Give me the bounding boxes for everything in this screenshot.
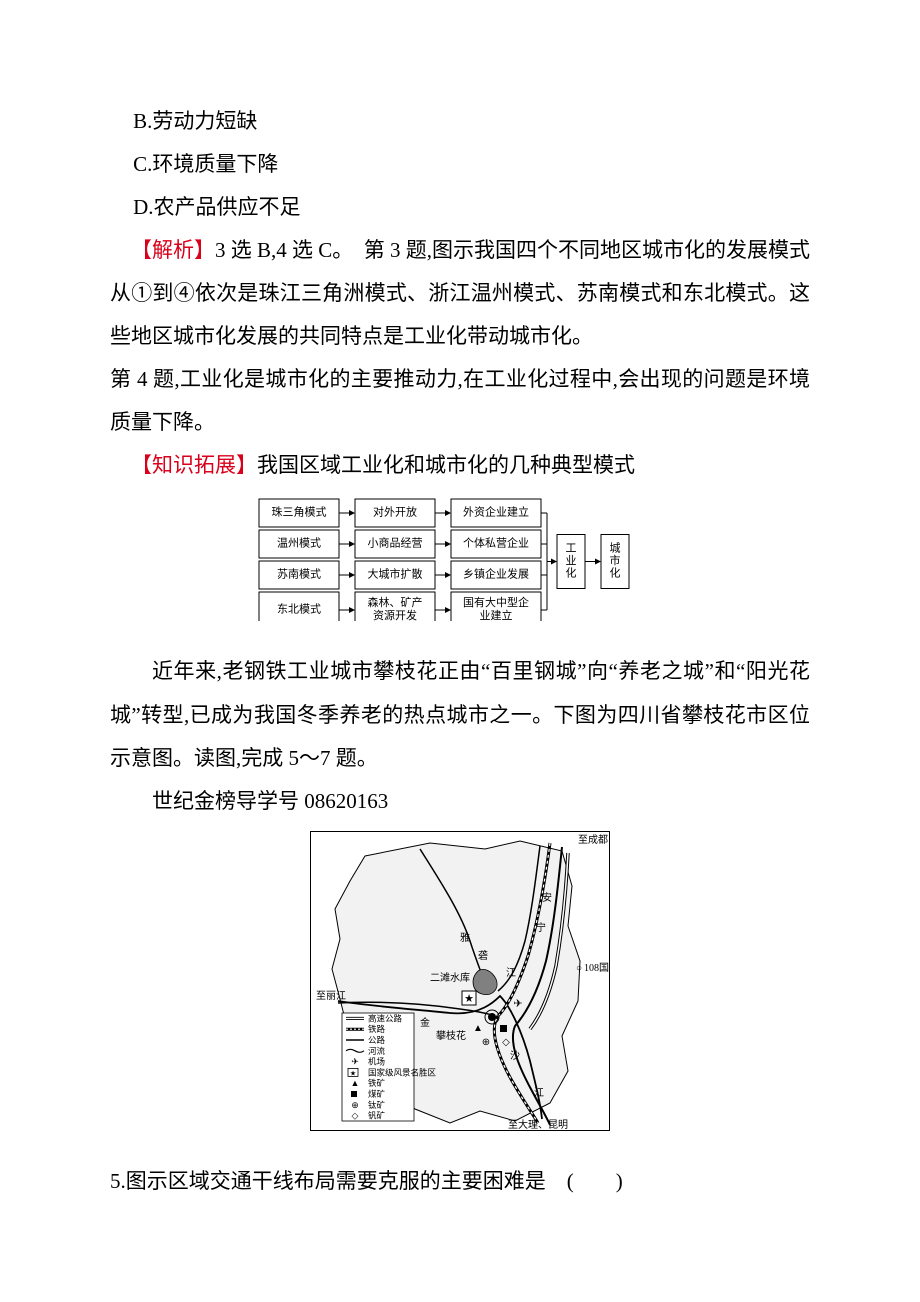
svg-text:◇: ◇ <box>502 1037 510 1048</box>
passage-1: 近年来,老钢铁工业城市攀枝花正由“百里钢城”向“养老之城”和“阳光花城”转型,已… <box>110 650 810 779</box>
svg-text:▲: ▲ <box>351 1078 360 1088</box>
knowledge-label: 【知识拓展】 <box>131 453 257 477</box>
svg-text:▲: ▲ <box>473 1023 483 1034</box>
option-c: C.环境质量下降 <box>110 143 810 186</box>
svg-text:高速公路: 高速公路 <box>368 1013 403 1023</box>
svg-text:钛矿: 钛矿 <box>368 1099 386 1109</box>
analysis-para-1: 【解析】3 选 B,4 选 C。 第 3 题,图示我国四个不同地区城市化的发展模… <box>110 229 810 358</box>
svg-text:工: 工 <box>566 543 577 555</box>
svg-text:东北模式: 东北模式 <box>277 603 321 616</box>
svg-text:铁路: 铁路 <box>368 1024 386 1034</box>
svg-text:化: 化 <box>610 566 621 580</box>
svg-text:二滩水库: 二滩水库 <box>430 971 470 984</box>
svg-text:至大理、昆明: 至大理、昆明 <box>508 1118 568 1131</box>
option-d: D.农产品供应不足 <box>110 186 810 229</box>
svg-text:森林、矿产: 森林、矿产 <box>368 596 423 610</box>
svg-text:煤矿: 煤矿 <box>368 1089 386 1099</box>
svg-text:外资企业建立: 外资企业建立 <box>463 505 529 519</box>
svg-text:⊕: ⊕ <box>482 1037 490 1048</box>
knowledge-line: 【知识拓展】我国区域工业化和城市化的几种典型模式 <box>110 444 810 487</box>
svg-text:业: 业 <box>566 554 577 567</box>
svg-text:★: ★ <box>464 993 474 1005</box>
svg-text:江: 江 <box>506 967 516 979</box>
svg-text:对外开放: 对外开放 <box>373 505 417 519</box>
svg-text:✈: ✈ <box>513 998 522 1010</box>
svg-text:铁矿: 铁矿 <box>368 1078 386 1088</box>
svg-text:沙: 沙 <box>510 1050 520 1062</box>
svg-text:化: 化 <box>566 566 577 580</box>
svg-text:攀枝花: 攀枝花 <box>436 1029 466 1042</box>
svg-text:个体私营企业: 个体私营企业 <box>463 536 529 550</box>
svg-text:温州模式: 温州模式 <box>277 537 321 550</box>
analysis-label: 【解析】 <box>131 238 215 262</box>
svg-text:苏南模式: 苏南模式 <box>277 568 321 581</box>
question-5: 5.图示区域交通干线布局需要克服的主要困难是 ( ) <box>110 1160 810 1203</box>
svg-text:乡镇企业发展: 乡镇企业发展 <box>463 567 529 581</box>
analysis-body-1: 3 选 B,4 选 C。 第 3 题,图示我国四个不同地区城市化的发展模式从①到… <box>110 238 810 348</box>
svg-text:雅: 雅 <box>460 931 470 944</box>
svg-text:宁: 宁 <box>536 921 546 934</box>
svg-text:安: 安 <box>542 891 552 904</box>
svg-text:市: 市 <box>610 553 621 567</box>
svg-text:钒矿: 钒矿 <box>368 1110 386 1120</box>
svg-text:国有大中型企: 国有大中型企 <box>463 596 529 610</box>
figure-1-flowchart: 珠三角模式 对外开放 外资企业建立温州模式 小商品经营 个体私营企业苏南模式 大城市扩散 乡… <box>110 495 810 636</box>
svg-text:○: ○ <box>576 963 582 974</box>
svg-text:河流: 河流 <box>368 1045 386 1055</box>
analysis-para-2: 第 4 题,工业化是城市化的主要推动力,在工业化过程中,会出现的问题是环境质量下… <box>110 358 810 444</box>
svg-text:国家级风景名胜区: 国家级风景名胜区 <box>368 1067 437 1077</box>
svg-text:★: ★ <box>350 1069 356 1077</box>
svg-text:至丽江: 至丽江 <box>316 990 346 1002</box>
svg-text:业建立: 业建立 <box>480 608 513 621</box>
svg-text:✈: ✈ <box>351 1056 359 1066</box>
svg-text:大城市扩散: 大城市扩散 <box>368 567 423 581</box>
svg-text:机场: 机场 <box>368 1056 385 1066</box>
knowledge-title: 我国区域工业化和城市化的几种典型模式 <box>257 453 635 477</box>
svg-text:江: 江 <box>534 1087 544 1099</box>
svg-text:公路: 公路 <box>368 1035 386 1045</box>
svg-text:至成都: 至成都 <box>578 834 608 846</box>
svg-text:砻: 砻 <box>478 950 488 962</box>
svg-text:城: 城 <box>610 542 621 555</box>
passage-2: 世纪金榜导学号 08620163 <box>110 780 810 823</box>
svg-text:珠三角模式: 珠三角模式 <box>272 505 327 519</box>
figure-2-map: ★▲⊕◇✈至成都至丽江至大理、昆明○108国道安宁雅砻江二滩水库金沙江攀枝花高速… <box>110 831 810 1146</box>
svg-text:资源开发: 资源开发 <box>373 608 417 621</box>
option-b: B.劳动力短缺 <box>110 100 810 143</box>
svg-text:◇: ◇ <box>352 1110 359 1120</box>
svg-text:小商品经营: 小商品经营 <box>368 536 423 550</box>
svg-text:108国道: 108国道 <box>584 961 610 974</box>
svg-text:金: 金 <box>420 1016 430 1029</box>
svg-text:⊕: ⊕ <box>351 1099 359 1109</box>
